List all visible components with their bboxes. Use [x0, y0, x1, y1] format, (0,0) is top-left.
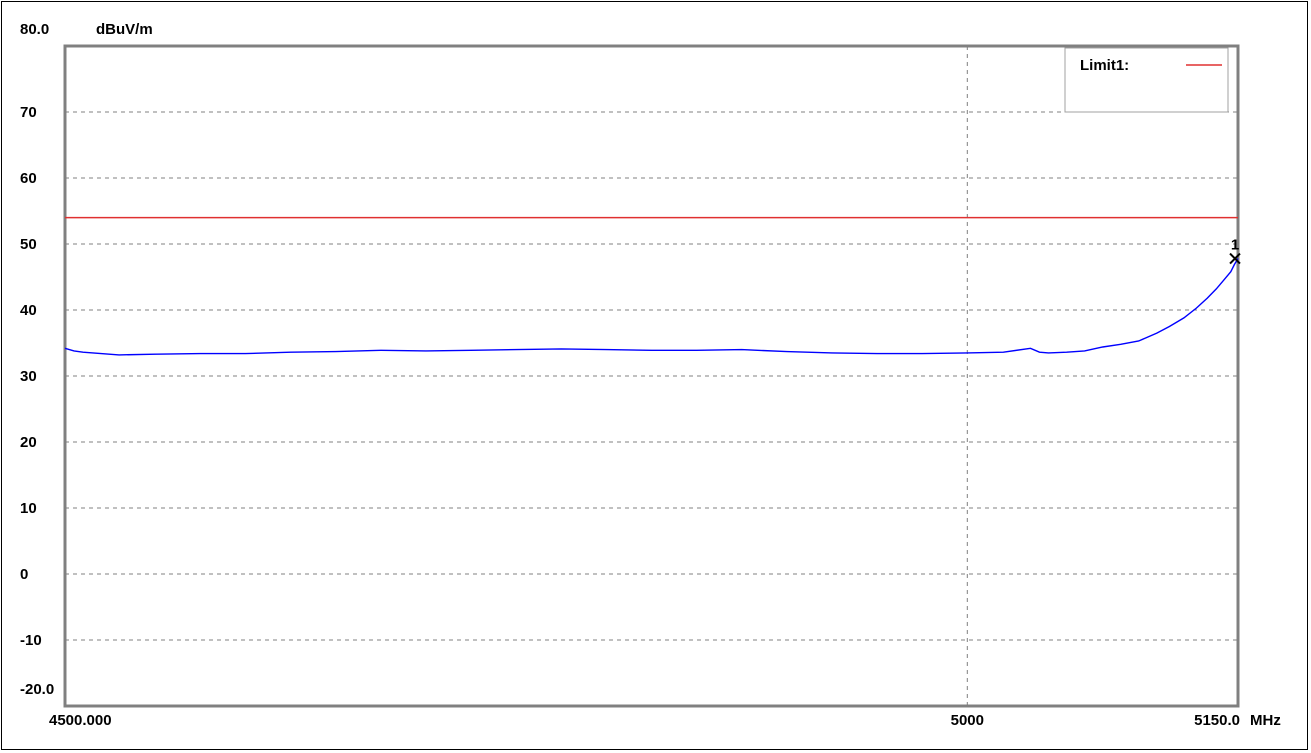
grid-layer: [65, 46, 1238, 706]
y-tick-label: 60: [20, 170, 37, 187]
marker-label: 1: [1231, 237, 1239, 254]
x-tick-labels: 4500.000 5000 5150.0: [49, 712, 1240, 729]
legend-box: [1064, 47, 1229, 113]
x-tick-label: 5000: [951, 712, 984, 729]
x-tick-label: 5150.0: [1194, 712, 1240, 729]
y-tick-labels: 80.0 70 60 50 40 30 20 10 0 -10 -20.0: [20, 21, 54, 698]
y-axis-unit-label: dBuV/m: [96, 21, 153, 38]
marker-point: [1229, 252, 1241, 265]
y-tick-label: 40: [20, 302, 37, 319]
y-tick-label: 70: [20, 104, 37, 121]
marker-layer: 1: [1229, 237, 1241, 265]
y-tick-label: -20.0: [20, 681, 54, 698]
plot-area-border: [63, 44, 1240, 708]
x-axis-unit-label: MHz: [1250, 712, 1281, 729]
legend: Limit1:: [1064, 47, 1229, 113]
y-tick-label: 10: [20, 500, 37, 517]
x-tick-label: 4500.000: [49, 712, 112, 729]
y-tick-label: 20: [20, 434, 37, 451]
y-tick-label: 30: [20, 368, 37, 385]
y-tick-label: 0: [20, 566, 28, 583]
y-tick-label: -10: [20, 632, 42, 649]
y-tick-label: 80.0: [20, 21, 49, 38]
measurement-trace: [64, 258, 1239, 356]
legend-label-limit1: Limit1:: [1080, 57, 1129, 74]
y-tick-label: 50: [20, 236, 37, 253]
